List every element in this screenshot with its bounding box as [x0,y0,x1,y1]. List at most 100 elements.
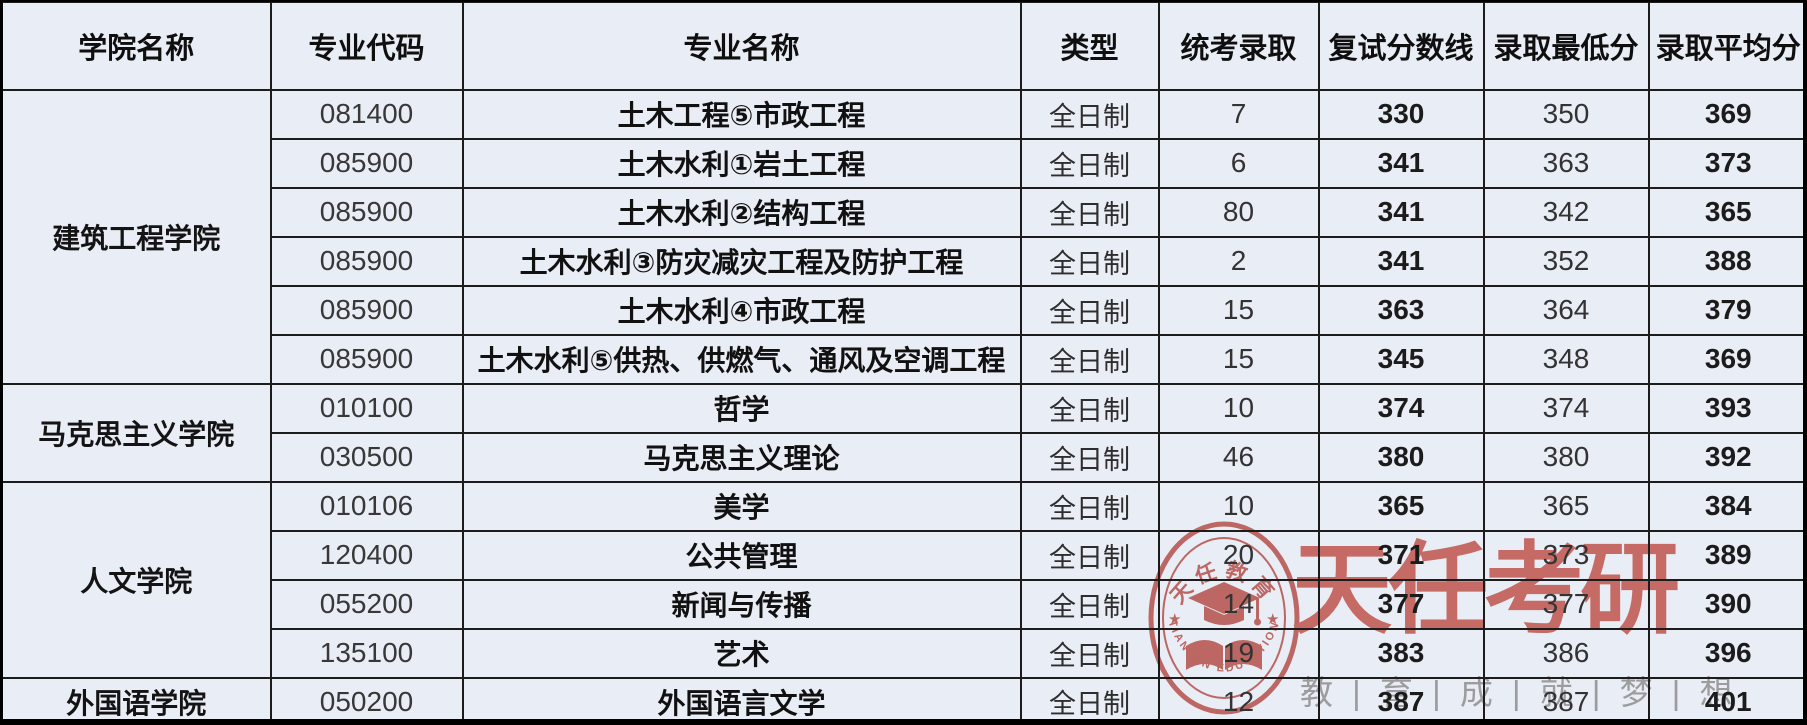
type-cell: 全日制 [1019,627,1160,679]
type-cell: 全日制 [1019,529,1160,581]
table-row: 085900 土木水利①岩土工程 全日制 6 341 363 373 [2,137,1807,189]
unified-admitted-cell: 7 [1157,88,1320,140]
major-code-cell: 085900 [269,137,464,189]
major-code-cell: 085900 [269,333,464,385]
unified-admitted-cell: 15 [1157,333,1320,385]
min-admit-score-cell: 365 [1482,480,1650,532]
type-cell: 全日制 [1019,284,1160,336]
major-code-cell: 085900 [269,186,464,238]
unified-admitted-cell: 10 [1157,382,1320,434]
avg-admit-score-cell: 401 [1647,676,1807,725]
type-cell: 全日制 [1019,88,1160,140]
major-name-cell: 外国语言文学 [461,676,1022,725]
unified-admitted-cell: 14 [1157,578,1320,630]
major-code-cell: 010106 [269,480,464,532]
major-name-cell: 艺术 [461,627,1022,679]
retest-score-line-cell: 371 [1317,529,1485,581]
major-code-cell: 010100 [269,382,464,434]
min-admit-score-cell: 342 [1482,186,1650,238]
unified-admitted-cell: 10 [1157,480,1320,532]
college-name-cell: 外国语学院 [0,676,272,725]
major-name-cell: 土木水利①岩土工程 [461,137,1022,189]
column-header-min-admit-score: 录取最低分 [1482,0,1650,91]
major-code-cell: 135100 [269,627,464,679]
min-admit-score-cell: 374 [1482,382,1650,434]
retest-score-line-cell: 341 [1317,186,1485,238]
type-cell: 全日制 [1019,431,1160,483]
table-row: 建筑工程学院 081400 土木工程⑤市政工程 全日制 7 330 350 369 [0,88,1807,385]
major-name-cell: 土木水利⑤供热、供燃气、通风及空调工程 [461,333,1022,385]
unified-admitted-cell: 6 [1157,137,1320,189]
retest-score-line-cell: 377 [1317,578,1485,630]
retest-score-line-cell: 365 [1317,480,1485,532]
retest-score-line-cell: 383 [1317,627,1485,679]
min-admit-score-cell: 363 [1482,137,1650,189]
unified-admitted-cell: 80 [1157,186,1320,238]
type-cell: 全日制 [1019,676,1160,725]
min-admit-score-cell: 352 [1482,235,1650,287]
major-code-cell: 055200 [269,578,464,630]
major-name-cell: 土木水利③防灾减灾工程及防护工程 [461,235,1022,287]
min-admit-score-cell: 350 [1482,88,1650,140]
unified-admitted-cell: 15 [1157,284,1320,336]
table-row: 085900 土木水利④市政工程 全日制 15 363 364 379 [2,284,1807,336]
table-row: 030500 马克思主义理论 全日制 46 380 380 392 [2,431,1807,483]
retest-score-line-cell: 387 [1317,676,1485,725]
min-admit-score-cell: 364 [1482,284,1650,336]
type-cell: 全日制 [1019,333,1160,385]
retest-score-line-cell: 341 [1317,235,1485,287]
major-code-cell: 120400 [269,529,464,581]
major-code-cell: 030500 [269,431,464,483]
table-row: 055200 新闻与传播 全日制 14 377 377 390 [2,578,1807,630]
avg-admit-score-cell: 373 [1647,137,1807,189]
table-row: 马克思主义学院 010100 哲学 全日制 10 374 374 393 [0,382,1807,483]
major-code-cell: 085900 [269,235,464,287]
avg-admit-score-cell: 390 [1647,578,1807,630]
major-name-cell: 土木水利②结构工程 [461,186,1022,238]
major-code-cell: 085900 [269,284,464,336]
column-header-major-name: 专业名称 [461,0,1022,91]
type-cell: 全日制 [1019,137,1160,189]
type-cell: 全日制 [1019,382,1160,434]
college-name-cell: 建筑工程学院 [0,88,272,385]
min-admit-score-cell: 380 [1482,431,1650,483]
major-code-cell: 050200 [269,676,464,725]
min-admit-score-cell: 387 [1482,676,1650,725]
avg-admit-score-cell: 369 [1647,333,1807,385]
min-admit-score-cell: 377 [1482,578,1650,630]
type-cell: 全日制 [1019,235,1160,287]
retest-score-line-cell: 374 [1317,382,1485,434]
avg-admit-score-cell: 369 [1647,88,1807,140]
column-header-unified-admitted: 统考录取 [1157,0,1320,91]
major-code-cell: 081400 [269,88,464,140]
major-name-cell: 新闻与传播 [461,578,1022,630]
column-header-college-name: 学院名称 [0,0,272,91]
avg-admit-score-cell: 388 [1647,235,1807,287]
retest-score-line-cell: 330 [1317,88,1485,140]
table-row: 135100 艺术 全日制 19 383 386 396 [2,627,1807,679]
avg-admit-score-cell: 392 [1647,431,1807,483]
type-cell: 全日制 [1019,186,1160,238]
major-name-cell: 公共管理 [461,529,1022,581]
unified-admitted-cell: 20 [1157,529,1320,581]
table-row: 085900 土木水利③防灾减灾工程及防护工程 全日制 2 341 352 388 [2,235,1807,287]
unified-admitted-cell: 2 [1157,235,1320,287]
table-row: 120400 公共管理 全日制 20 371 373 389 [2,529,1807,581]
avg-admit-score-cell: 365 [1647,186,1807,238]
major-name-cell: 土木工程⑤市政工程 [461,88,1022,140]
type-cell: 全日制 [1019,578,1160,630]
retest-score-line-cell: 363 [1317,284,1485,336]
min-admit-score-cell: 373 [1482,529,1650,581]
unified-admitted-cell: 19 [1157,627,1320,679]
major-name-cell: 美学 [461,480,1022,532]
retest-score-line-cell: 341 [1317,137,1485,189]
major-name-cell: 土木水利④市政工程 [461,284,1022,336]
avg-admit-score-cell: 384 [1647,480,1807,532]
column-header-avg-admit-score: 录取平均分 [1647,0,1807,91]
college-name-cell: 人文学院 [0,480,272,679]
avg-admit-score-cell: 379 [1647,284,1807,336]
column-header-type: 类型 [1019,0,1160,91]
avg-admit-score-cell: 389 [1647,529,1807,581]
